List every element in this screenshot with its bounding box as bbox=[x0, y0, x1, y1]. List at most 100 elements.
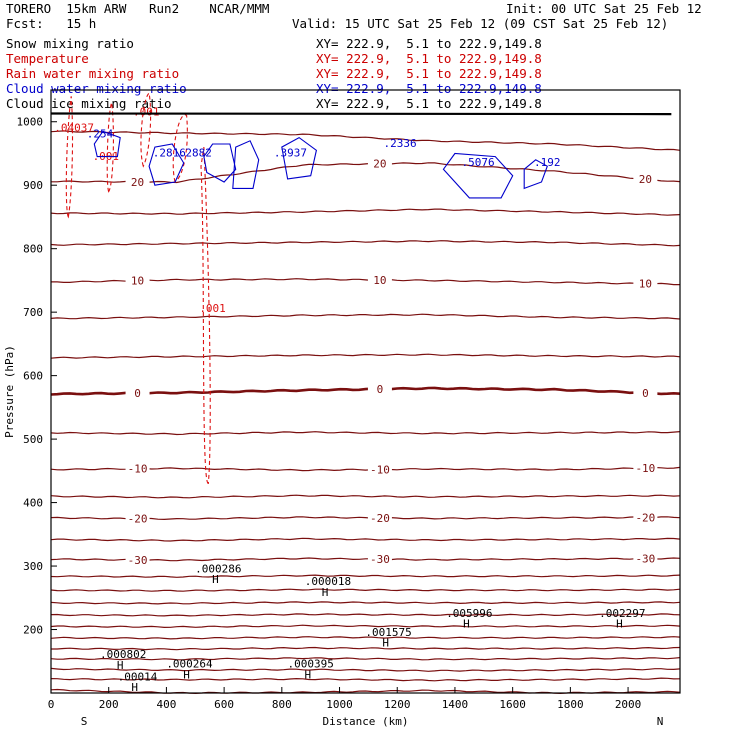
isotherm-label: -10 bbox=[635, 462, 655, 475]
isotherm-label-bg bbox=[125, 512, 150, 525]
isotherm-label: -30 bbox=[635, 553, 655, 566]
legend-range-snow: XY= 222.9, 5.1 to 222.9,149.8 bbox=[316, 36, 542, 51]
isotherm-label-bg bbox=[125, 175, 150, 188]
header-valid: Valid: 15 UTC Sat 25 Feb 12 (09 CST Sat … bbox=[292, 16, 669, 31]
isotherm-line bbox=[50, 431, 681, 436]
legend-name-rain: Rain water mixing ratio bbox=[6, 66, 180, 81]
mixing-ratio-group: .001.001.001.04037.254.2816.2882.3937.23… bbox=[54, 92, 645, 694]
isotherm-line bbox=[50, 313, 681, 320]
isotherm-label-bg bbox=[633, 277, 658, 290]
isotherm-label: 20 bbox=[131, 176, 144, 189]
header-init: Init: 00 UTC Sat 25 Feb 12 bbox=[506, 1, 702, 16]
snow-ice-label: .000395 bbox=[287, 658, 333, 671]
rain-water-contour bbox=[200, 147, 211, 485]
isotherm-label: 0 bbox=[134, 387, 141, 400]
y-tick-label: 200 bbox=[23, 624, 43, 637]
cloud-water-contour bbox=[203, 143, 237, 183]
isotherm-line bbox=[51, 278, 680, 286]
header-fcst: Fcst: 15 h bbox=[6, 16, 97, 31]
axes-group: 0 200 400 600 800 1000 1200 1400 1600 1800 2000200… bbox=[3, 89, 681, 728]
isotherm-label: -20 bbox=[370, 512, 390, 525]
isotherm-label: 10 bbox=[131, 275, 144, 288]
cloud-water-label: .2336 bbox=[384, 137, 417, 150]
x-tick-label: 1600 bbox=[499, 698, 526, 711]
isotherm-label-bg bbox=[125, 462, 150, 475]
y-tick-label: 300 bbox=[23, 560, 43, 573]
x-tick-label: 1800 bbox=[557, 698, 584, 711]
isotherm-line bbox=[50, 386, 681, 396]
cloud-water-label: .254 bbox=[87, 128, 114, 141]
isotherm-line bbox=[50, 494, 681, 499]
ground-line bbox=[50, 112, 672, 116]
isotherm-label: 0 bbox=[377, 383, 384, 396]
isotherm-line bbox=[50, 613, 681, 617]
isotherms-group: -30 -30 -30 -20 -20 -20 -10 -10 -10 0 0 0 10 10 10 20 20… bbox=[50, 130, 681, 695]
y-tick-label: 900 bbox=[23, 179, 43, 192]
extrema-marker: H bbox=[212, 573, 219, 586]
y-tick-label: 600 bbox=[23, 370, 43, 383]
snow-ice-label: .000264 bbox=[166, 658, 213, 671]
isotherm-line bbox=[50, 601, 681, 605]
isotherm-label: -10 bbox=[370, 463, 390, 476]
snow-ice-label: .000286 bbox=[195, 562, 241, 575]
snow-ice-label: .001575 bbox=[365, 626, 411, 639]
isotherm-label: 0 bbox=[642, 387, 649, 400]
cloud-water-label: .192 bbox=[534, 156, 561, 169]
isotherm-label-bg bbox=[367, 383, 392, 396]
north-label: N bbox=[657, 715, 664, 728]
isotherm-label: -10 bbox=[128, 463, 148, 476]
isotherm-label: 20 bbox=[639, 173, 652, 186]
isotherm-label: 10 bbox=[639, 278, 652, 291]
snow-ice-label: .000802 bbox=[100, 648, 146, 661]
x-tick-label: 400 bbox=[156, 698, 176, 711]
x-tick-label: 800 bbox=[272, 698, 292, 711]
isotherm-label: -30 bbox=[128, 554, 148, 567]
isotherm-line bbox=[50, 353, 681, 359]
cloud-water-contour bbox=[442, 152, 514, 199]
isotherm-line bbox=[51, 646, 681, 651]
legend-range-rain: XY= 222.9, 5.1 to 222.9,149.8 bbox=[316, 66, 542, 81]
isotherm-line bbox=[50, 636, 681, 640]
extrema-marker: H bbox=[382, 637, 389, 650]
isotherm-label-bg bbox=[633, 462, 658, 475]
isotherm-label-bg bbox=[633, 386, 658, 399]
isotherm-label-bg bbox=[367, 273, 392, 286]
x-tick-label: 0 bbox=[48, 698, 55, 711]
extrema-marker: H bbox=[322, 586, 329, 599]
legend-name-snow: Snow mixing ratio bbox=[6, 36, 134, 51]
rain-water-contour bbox=[172, 114, 188, 183]
header-model: TORERO 15km ARW Run2 NCAR/MMM bbox=[6, 1, 270, 16]
cloud-water-contour bbox=[281, 136, 318, 180]
isotherm-line bbox=[50, 677, 681, 682]
legend-range-cloud-water: XY= 222.9, 5.1 to 222.9,149.8 bbox=[316, 81, 542, 96]
isotherm-label-bg bbox=[125, 387, 150, 400]
isotherm-line bbox=[50, 624, 681, 629]
isotherm-line bbox=[50, 516, 681, 521]
isotherm-line bbox=[51, 162, 681, 184]
extrema-marker: H bbox=[183, 668, 190, 681]
isotherm-label-bg bbox=[633, 173, 658, 186]
y-tick-label: 500 bbox=[23, 433, 43, 446]
legend-name-cloud-ice: Cloud ice mixing ratio bbox=[6, 96, 172, 111]
x-tick-label: 600 bbox=[214, 698, 234, 711]
isotherm-line bbox=[50, 466, 681, 472]
cloud-water-contour bbox=[523, 159, 548, 190]
cloud-water-contour bbox=[232, 140, 260, 189]
x-tick-label: 1000 bbox=[326, 698, 353, 711]
y-axis-label: Pressure (hPa) bbox=[3, 345, 16, 438]
cloud-water-contour bbox=[148, 143, 185, 186]
legend-range-temperature: XY= 222.9, 5.1 to 222.9,149.8 bbox=[316, 51, 542, 66]
south-label: S bbox=[81, 715, 88, 728]
isotherm-label-bg bbox=[633, 552, 658, 565]
snow-ice-label: .002297 bbox=[599, 607, 645, 620]
legend-name-cloud-water: Cloud water mixing ratio bbox=[6, 81, 187, 96]
isotherm-label-bg bbox=[125, 553, 150, 566]
isotherm-line bbox=[50, 130, 681, 151]
y-tick-label: 1000 bbox=[17, 116, 44, 129]
extrema-marker: H bbox=[304, 668, 311, 681]
x-tick-label: 1200 bbox=[384, 698, 411, 711]
isotherm-label: 20 bbox=[373, 158, 386, 171]
isotherm-line bbox=[50, 657, 681, 661]
isotherm-line bbox=[50, 557, 681, 562]
